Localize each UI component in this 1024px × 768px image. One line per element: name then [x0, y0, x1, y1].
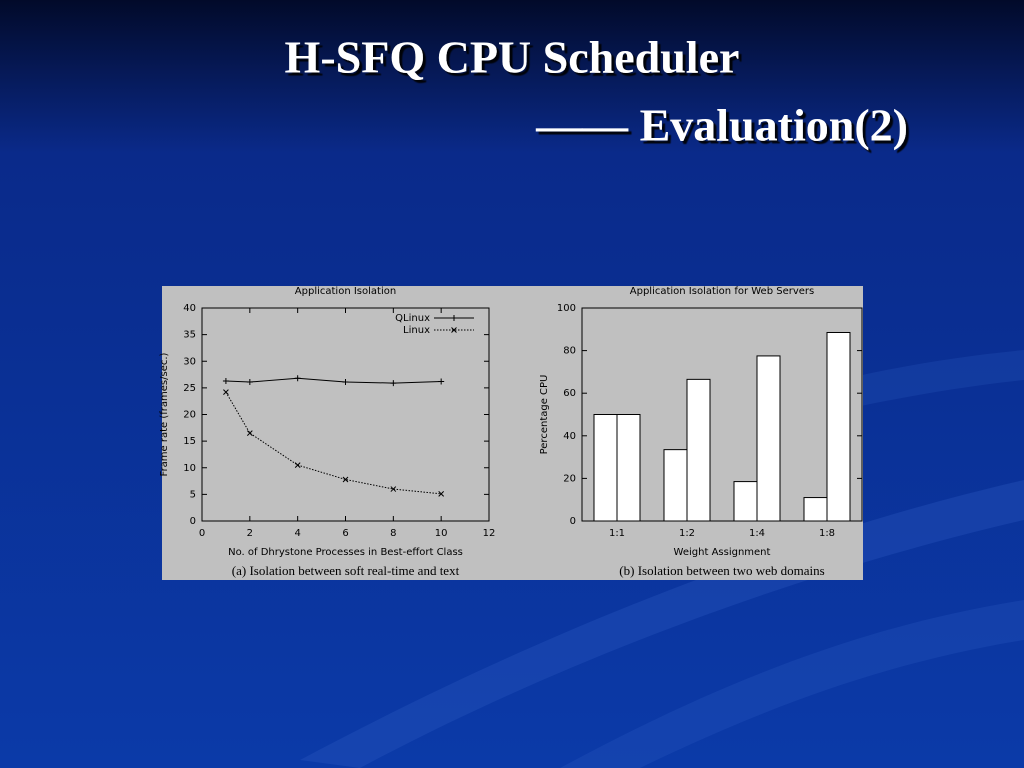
x-tick-label: 0 [199, 528, 205, 539]
slide-subtitle: —— Evaluation(2) [535, 100, 908, 151]
bar [826, 331, 851, 522]
x-axis-label: No. of Dhrystone Processes in Best-effor… [228, 547, 463, 558]
y-tick-label: 100 [557, 303, 576, 314]
series-line [225, 377, 442, 384]
y-tick-label: 80 [563, 346, 576, 357]
x-axis-label: Weight Assignment [674, 547, 771, 558]
y-tick-label: 15 [183, 436, 196, 447]
point-marker [451, 327, 457, 333]
y-tick-label: 0 [190, 516, 196, 527]
x-tick-label: 1:8 [819, 528, 835, 539]
y-tick-label: 60 [563, 388, 576, 399]
point-marker [390, 380, 397, 387]
y-tick-label: 0 [570, 516, 576, 527]
bar [756, 355, 781, 522]
chart-title: Application Isolation for Web Servers [630, 286, 814, 297]
legend-label: QLinux [395, 313, 430, 324]
y-tick-label: 20 [183, 410, 196, 421]
bar [593, 414, 618, 522]
plot-frame [581, 307, 863, 522]
y-tick-label: 40 [563, 431, 576, 442]
x-tick-label: 8 [390, 528, 396, 539]
y-axis-label: Percentage CPU [539, 375, 550, 455]
x-tick-label: 6 [342, 528, 348, 539]
point-marker [438, 490, 445, 497]
bar [803, 497, 828, 522]
point-marker [246, 379, 253, 386]
y-tick-label: 35 [183, 330, 196, 341]
caption: (b) Isolation between two web domains [619, 563, 824, 578]
legend-label: Linux [403, 325, 430, 336]
point-marker [390, 486, 397, 492]
bar [686, 378, 711, 522]
slide-title: H-SFQ CPU Scheduler [285, 32, 740, 83]
y-tick-label: 25 [183, 383, 196, 394]
point-marker [451, 315, 457, 321]
caption: (a) Isolation between soft real-time and… [232, 563, 460, 578]
point-marker [246, 430, 253, 436]
bar [733, 481, 758, 522]
y-tick-label: 20 [563, 473, 576, 484]
figure-background [162, 286, 863, 580]
bar [616, 414, 641, 522]
point-marker [294, 375, 301, 382]
point-marker [222, 377, 229, 384]
point-marker [342, 476, 349, 483]
x-tick-label: 1:2 [679, 528, 695, 539]
x-tick-label: 12 [483, 528, 496, 539]
point-marker [342, 379, 349, 386]
x-tick-label: 1:1 [609, 528, 625, 539]
y-tick-label: 5 [190, 489, 196, 500]
x-tick-label: 4 [294, 528, 300, 539]
point-marker [223, 389, 229, 395]
y-tick-label: 30 [183, 356, 196, 367]
chart-title: Application Isolation [295, 286, 396, 297]
swoosh [560, 600, 1024, 768]
y-tick-label: 10 [183, 463, 196, 474]
point-marker [294, 462, 301, 468]
x-tick-label: 1:4 [749, 528, 765, 539]
x-tick-label: 2 [247, 528, 253, 539]
x-tick-label: 10 [435, 528, 448, 539]
y-tick-label: 40 [183, 303, 196, 314]
bar [663, 449, 688, 522]
y-axis-label: Frame rate (frames/sec.) [159, 352, 170, 476]
point-marker [438, 378, 445, 385]
series-line [225, 391, 442, 495]
